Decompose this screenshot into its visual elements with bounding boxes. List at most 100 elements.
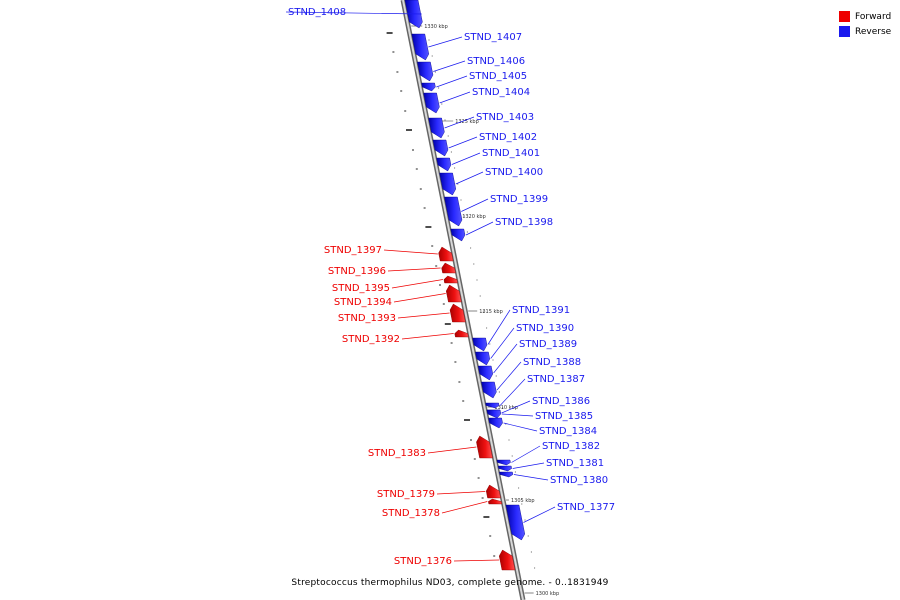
gene-arrow-stnd_1403[interactable]	[428, 117, 445, 139]
gene-leader-line	[439, 91, 471, 104]
scale-dot	[431, 55, 433, 57]
gene-leader-line	[496, 361, 522, 391]
gene-arrow-stnd_1405[interactable]	[421, 82, 436, 92]
kbp-tick-label: 1310 kbp	[494, 405, 518, 411]
scale-dot	[463, 215, 465, 217]
gene-label-stnd_1394[interactable]: STND_1394	[334, 297, 392, 308]
gene-arrow-stnd_1394[interactable]	[445, 284, 462, 303]
gene-arrow-stnd_1391[interactable]	[472, 337, 488, 352]
gene-label-stnd_1405[interactable]: STND_1405	[469, 71, 527, 82]
gene-label-stnd_1383[interactable]: STND_1383	[368, 448, 426, 459]
gene-leader-line	[391, 279, 443, 289]
kbp-tick-label: 1300 kbp	[536, 591, 560, 597]
scale-dot	[441, 103, 443, 105]
gene-label-stnd_1399[interactable]: STND_1399	[490, 194, 548, 205]
scale-dot	[470, 247, 472, 249]
gene-arrow-stnd_1384[interactable]	[488, 417, 503, 429]
gene-arrow-stnd_1380[interactable]	[499, 471, 514, 478]
gene-arrow-stnd_1376[interactable]	[498, 549, 516, 571]
gene-label-stnd_1376[interactable]: STND_1376	[394, 556, 452, 567]
gene-label-stnd_1398[interactable]: STND_1398	[495, 217, 553, 228]
gene-label-stnd_1377[interactable]: STND_1377	[557, 502, 615, 513]
gene-leader-line	[453, 559, 500, 562]
scale-dot	[502, 407, 504, 409]
gene-arrow-stnd_1398[interactable]	[450, 228, 466, 242]
scale-dot	[524, 519, 526, 521]
gene-arrow-stnd_1381[interactable]	[497, 465, 512, 472]
gene-label-stnd_1400[interactable]: STND_1400	[485, 167, 543, 178]
gene-label-stnd_1401[interactable]: STND_1401	[482, 148, 540, 159]
gene-label-stnd_1390[interactable]: STND_1390	[516, 323, 574, 334]
gene-label-stnd_1392[interactable]: STND_1392	[342, 334, 400, 345]
gene-arrow-stnd_1406[interactable]	[417, 61, 434, 82]
scale-dot	[479, 295, 481, 297]
gene-label-stnd_1384[interactable]: STND_1384	[539, 426, 597, 437]
gene-label-stnd_1407[interactable]: STND_1407	[464, 32, 522, 43]
gene-leader-line	[490, 327, 515, 359]
gene-label-stnd_1406[interactable]: STND_1406	[467, 56, 525, 67]
gene-arrow-stnd_1401[interactable]	[436, 157, 452, 172]
gene-label-stnd_1391[interactable]: STND_1391	[512, 305, 570, 316]
gene-arrow-stnd_1377[interactable]	[505, 504, 526, 541]
gene-leader-line	[493, 343, 518, 374]
gene-leader-line	[436, 75, 468, 88]
gene-label-stnd_1381[interactable]: STND_1381	[546, 458, 604, 469]
gene-label-stnd_1380[interactable]: STND_1380	[550, 475, 608, 486]
gene-arrow-stnd_1392[interactable]	[454, 329, 469, 338]
scale-dot	[428, 39, 430, 41]
gene-label-stnd_1378[interactable]: STND_1378	[382, 508, 440, 519]
gene-arrow-stnd_1383[interactable]	[476, 435, 493, 459]
gene-label-stnd_1397[interactable]: STND_1397	[324, 245, 382, 256]
gene-label-stnd_1393[interactable]: STND_1393	[338, 313, 396, 324]
gene-leader-line	[501, 400, 531, 414]
gene-label-stnd_1395[interactable]: STND_1395	[332, 283, 390, 294]
scale-dot	[508, 439, 510, 441]
gene-arrow-stnd_1400[interactable]	[439, 172, 457, 196]
gene-arrow-stnd_1382[interactable]	[496, 459, 511, 466]
gene-arrow-stnd_1395[interactable]	[443, 275, 458, 284]
scale-dot	[530, 551, 533, 553]
gene-arrow-stnd_1379[interactable]	[485, 484, 501, 499]
gene-label-stnd_1382[interactable]: STND_1382	[542, 441, 600, 452]
gene-arrow-stnd_1389[interactable]	[477, 365, 494, 381]
gene-arrow-stnd_1402[interactable]	[432, 139, 449, 157]
gene-arrow-stnd_1404[interactable]	[423, 92, 440, 114]
scale-dot	[518, 487, 520, 489]
gene-arrow-stnd_1378[interactable]	[488, 498, 503, 505]
gene-arrow-stnd_1397[interactable]	[438, 246, 454, 262]
gene-arrow-stnd_1399[interactable]	[444, 196, 463, 227]
gene-arrow-stnd_1387[interactable]	[485, 402, 500, 409]
legend: Forward Reverse	[839, 9, 891, 39]
gene-label-stnd_1389[interactable]: STND_1389	[519, 339, 577, 350]
gene-leader-line	[387, 267, 441, 272]
gene-leader-line	[503, 422, 538, 432]
gene-label-stnd_1386[interactable]: STND_1386	[532, 396, 590, 407]
gene-label-stnd_1402[interactable]: STND_1402	[479, 132, 537, 143]
gene-label-stnd_1379[interactable]: STND_1379	[377, 489, 435, 500]
genome-axis-highlight	[402, 0, 524, 600]
gene-arrow-stnd_1390[interactable]	[475, 351, 491, 366]
scale-dot	[527, 535, 529, 537]
gene-leader-line	[465, 221, 494, 236]
gene-label-stnd_1385[interactable]: STND_1385	[535, 411, 593, 422]
gene-leader-line	[428, 36, 463, 48]
scale-dot	[447, 135, 449, 137]
gene-label-stnd_1404[interactable]: STND_1404	[472, 87, 530, 98]
gene-leader-line	[523, 506, 556, 523]
gene-arrow-stnd_1388[interactable]	[481, 381, 497, 399]
gene-label-stnd_1396[interactable]: STND_1396	[328, 266, 386, 277]
gene-label-stnd_1388[interactable]: STND_1388	[523, 357, 581, 368]
gene-label-stnd_1408[interactable]: STND_1408	[288, 7, 346, 18]
gene-arrow-stnd_1396[interactable]	[441, 262, 456, 274]
gene-leader-line	[461, 198, 489, 212]
gene-leader-line	[455, 171, 484, 185]
gene-label-stnd_1403[interactable]: STND_1403	[476, 112, 534, 123]
gene-leader-line	[383, 249, 438, 255]
gene-leader-line	[499, 378, 526, 406]
scale-dot	[473, 263, 475, 265]
gene-arrow-stnd_1385[interactable]	[486, 409, 502, 419]
gene-arrow-stnd_1393[interactable]	[449, 303, 466, 323]
gene-label-stnd_1387[interactable]: STND_1387	[527, 374, 585, 385]
gene-arrow-stnd_1407[interactable]	[411, 33, 430, 61]
scale-dot	[534, 567, 536, 569]
